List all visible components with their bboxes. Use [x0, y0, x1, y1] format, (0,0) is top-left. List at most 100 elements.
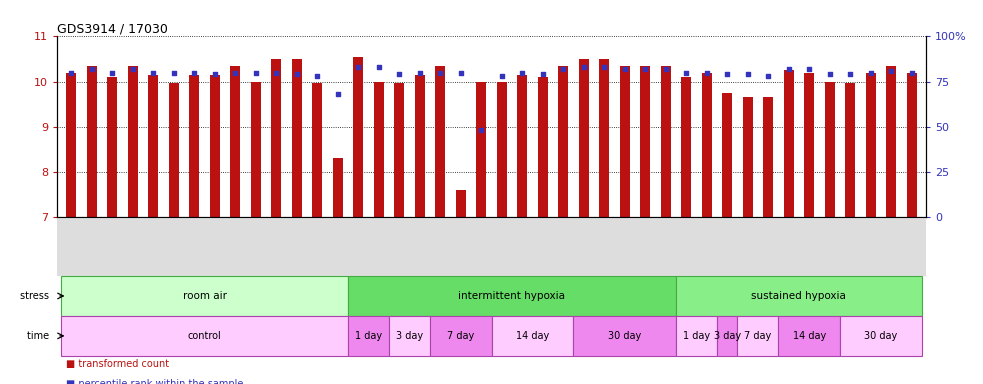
Bar — [496, 82, 507, 217]
Bar — [676, 276, 922, 316]
Bar — [292, 59, 302, 217]
Point — [268, 70, 284, 76]
Point — [84, 66, 99, 72]
Bar — [702, 73, 712, 217]
Text: intermittent hypoxia: intermittent hypoxia — [458, 291, 565, 301]
Bar — [456, 190, 466, 217]
Point — [453, 70, 469, 76]
Point — [637, 66, 653, 72]
Text: 1 day: 1 day — [683, 331, 710, 341]
Bar — [538, 77, 548, 217]
Bar — [906, 73, 917, 217]
Point — [555, 66, 571, 72]
Bar — [579, 59, 589, 217]
Bar — [779, 316, 839, 356]
Point — [699, 70, 715, 76]
Point — [801, 66, 817, 72]
Text: 3 day: 3 day — [714, 331, 741, 341]
Point — [658, 66, 673, 72]
Bar — [599, 59, 609, 217]
Bar — [271, 59, 281, 217]
Point — [760, 73, 776, 79]
Text: sustained hypoxia: sustained hypoxia — [751, 291, 846, 301]
Bar — [209, 75, 220, 217]
Bar — [128, 66, 138, 217]
Point — [514, 70, 530, 76]
Point — [576, 64, 592, 70]
Point — [412, 70, 428, 76]
Point — [493, 73, 509, 79]
Point — [289, 71, 305, 78]
Bar — [681, 77, 691, 217]
Point — [617, 66, 633, 72]
Bar — [394, 83, 404, 217]
Bar — [573, 316, 676, 356]
Bar — [640, 66, 651, 217]
Bar — [435, 66, 445, 217]
Bar — [737, 316, 779, 356]
Bar — [825, 82, 835, 217]
Point — [597, 64, 612, 70]
Bar — [61, 276, 348, 316]
Bar — [374, 82, 384, 217]
Point — [863, 70, 879, 76]
Bar — [415, 75, 425, 217]
Point — [433, 70, 448, 76]
Text: stress: stress — [20, 291, 52, 301]
Bar — [313, 83, 322, 217]
Text: 1 day: 1 day — [355, 331, 382, 341]
Bar — [61, 316, 348, 356]
Text: room air: room air — [183, 291, 226, 301]
Bar — [476, 82, 487, 217]
Point — [330, 91, 346, 97]
Point — [678, 70, 694, 76]
Bar — [661, 66, 670, 217]
Bar — [332, 158, 343, 217]
Bar — [107, 77, 118, 217]
Point — [207, 71, 223, 78]
Point — [187, 70, 202, 76]
Bar — [763, 98, 774, 217]
Bar — [230, 66, 241, 217]
Text: 3 day: 3 day — [396, 331, 423, 341]
Text: 14 day: 14 day — [516, 331, 549, 341]
Bar — [148, 75, 158, 217]
Point — [535, 71, 550, 78]
Bar — [558, 66, 568, 217]
Text: 30 day: 30 day — [864, 331, 897, 341]
Text: 7 day: 7 day — [744, 331, 772, 341]
Bar — [517, 75, 527, 217]
Point — [104, 70, 120, 76]
Point — [740, 71, 756, 78]
Bar — [189, 75, 200, 217]
Bar — [353, 57, 364, 217]
Point — [371, 64, 386, 70]
Point — [842, 71, 858, 78]
Point — [474, 127, 490, 133]
Bar — [845, 83, 855, 217]
Bar — [619, 66, 630, 217]
Point — [720, 71, 735, 78]
Bar — [742, 98, 753, 217]
Bar — [430, 316, 492, 356]
Point — [350, 64, 366, 70]
Point — [227, 70, 243, 76]
Text: 7 day: 7 day — [447, 331, 475, 341]
Point — [145, 70, 161, 76]
Point — [166, 70, 182, 76]
Bar — [783, 70, 794, 217]
Bar — [389, 316, 430, 356]
Bar — [865, 73, 876, 217]
Point — [248, 70, 263, 76]
Bar — [348, 276, 676, 316]
Bar — [492, 316, 573, 356]
Bar — [886, 66, 896, 217]
Point — [125, 66, 141, 72]
Text: ■ transformed count: ■ transformed count — [66, 359, 169, 369]
Point — [822, 71, 838, 78]
Bar — [348, 316, 389, 356]
Point — [391, 71, 407, 78]
Bar — [66, 73, 77, 217]
Bar — [804, 73, 814, 217]
Text: GDS3914 / 17030: GDS3914 / 17030 — [57, 22, 168, 35]
